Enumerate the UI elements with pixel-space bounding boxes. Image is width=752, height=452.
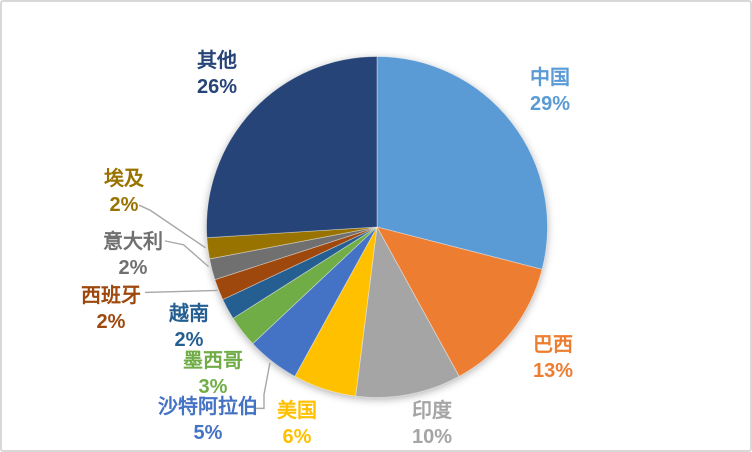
slice-name-india: 印度 [412, 400, 452, 422]
label-spain: 西班牙 2% [81, 283, 141, 335]
slice-name-other: 其他 [197, 50, 237, 72]
slice-name-china: 中国 [530, 67, 570, 89]
slice-name-brazil: 巴西 [533, 334, 573, 356]
slice-percent-usa: 6% [282, 426, 312, 448]
label-china: 中国 29% [530, 65, 570, 117]
pie-slice-china [376, 56, 548, 270]
slice-name-italy: 意大利 [103, 231, 163, 253]
pie-slice-other [206, 56, 378, 239]
slice-name-egypt: 埃及 [104, 168, 144, 190]
label-usa: 美国 6% [277, 398, 317, 450]
label-india: 印度 10% [412, 398, 452, 450]
slice-percent-italy: 2% [118, 257, 148, 279]
slice-percent-egypt: 2% [109, 194, 139, 216]
pie-slices [206, 56, 548, 398]
pie-slice-brazil [376, 226, 543, 377]
slice-name-vietnam: 越南 [169, 303, 209, 325]
leader-line-italy [164, 240, 209, 268]
slice-percent-other: 26% [196, 76, 238, 98]
slice-percent-vietnam: 2% [174, 329, 204, 351]
slice-percent-brazil: 13% [532, 360, 574, 382]
label-brazil: 巴西 13% [533, 332, 573, 384]
slice-name-usa: 美国 [277, 400, 317, 422]
leader-lines [138, 204, 271, 410]
pie-slice-vietnam [222, 226, 378, 319]
slice-percent-mexico: 3% [198, 376, 228, 398]
slice-percent-spain: 2% [96, 311, 126, 333]
slice-percent-india: 10% [411, 426, 453, 448]
label-vietnam: 越南 2% [169, 301, 209, 353]
label-saudi-arabia: 沙特阿拉伯 5% [158, 394, 258, 446]
label-italy: 意大利 2% [103, 229, 163, 281]
slice-name-spain: 西班牙 [81, 285, 141, 307]
label-other: 其他 26% [197, 48, 237, 100]
pie-slice-italy [209, 226, 378, 281]
pie-slice-mexico [232, 226, 378, 345]
pie-slice-egypt [206, 226, 378, 260]
pie-slice-spain [214, 226, 378, 301]
pie-slice-india [355, 225, 460, 398]
slice-percent-china: 29% [529, 93, 571, 115]
slice-name-mexico: 墨西哥 [183, 350, 243, 372]
leader-line-saudi-arabia [254, 362, 271, 410]
pie-slice-saudi-arabia [252, 226, 378, 377]
leader-line-spain [145, 289, 218, 294]
leader-line-egypt [138, 204, 206, 249]
slice-percent-saudi-arabia: 5% [193, 422, 223, 444]
slice-name-saudi-arabia: 沙特阿拉伯 [158, 396, 258, 418]
label-mexico: 墨西哥 3% [183, 348, 243, 400]
pie-slice-usa [294, 226, 378, 397]
label-egypt: 埃及 2% [104, 166, 144, 218]
